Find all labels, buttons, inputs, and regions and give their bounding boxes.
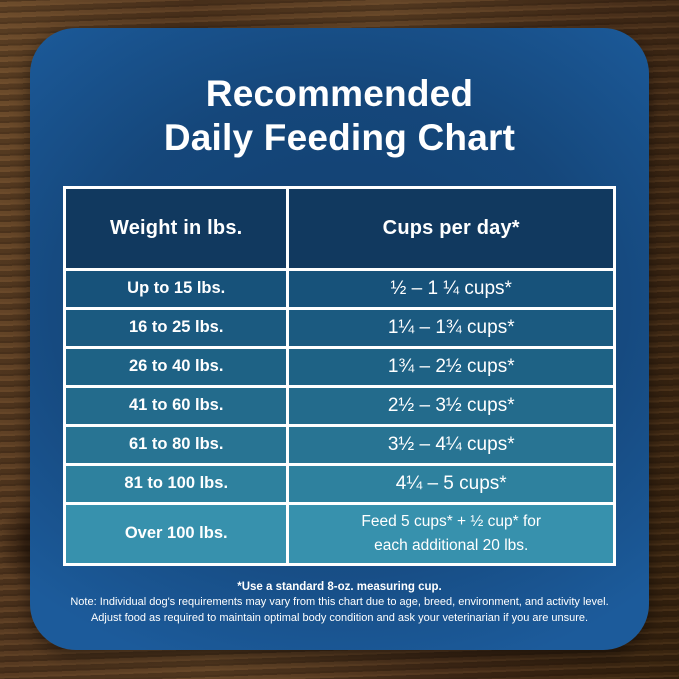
measuring-cup-note: *Use a standard 8-oz. measuring cup. <box>237 580 442 593</box>
weight-cell: Up to 15 lbs. <box>66 270 287 307</box>
title-line-1: Recommended <box>205 73 474 114</box>
weight-cell: Over 100 lbs. <box>66 504 287 563</box>
disclaimer-line-2: Adjust food as required to maintain opti… <box>90 611 589 624</box>
weight-cell: 16 to 25 lbs. <box>66 309 287 346</box>
cups-cell: 4¼ – 5 cups* <box>289 465 613 502</box>
cups-cell: ½ – 1 ¼ cups* <box>289 270 613 307</box>
feeding-table: Weight in lbs. Cups per day* Up to 15 lb… <box>63 185 616 566</box>
weight-cell: 61 to 80 lbs. <box>66 426 287 463</box>
footnotes: *Use a standard 8-oz. measuring cup. Not… <box>56 579 623 627</box>
page-title: Recommended Daily Feeding Chart <box>30 72 649 161</box>
weight-cell: 41 to 60 lbs. <box>66 387 287 424</box>
weight-cell: 81 to 100 lbs. <box>66 465 287 502</box>
weight-cell: 26 to 40 lbs. <box>66 348 287 385</box>
cups-cell: 1¾ – 2½ cups* <box>289 348 613 385</box>
cups-cell: Feed 5 cups* + ½ cup* for each additiona… <box>289 504 613 563</box>
cups-cell: 1¼ – 1¾ cups* <box>289 309 613 346</box>
cups-line-1: Feed 5 cups* + ½ cup* for <box>361 512 542 530</box>
cups-line-2: each additional 20 lbs. <box>374 536 529 554</box>
disclaimer-line-1: Note: Individual dog's requirements may … <box>70 595 609 608</box>
col-header-weight: Weight in lbs. <box>66 188 287 268</box>
cups-cell: 3½ – 4¼ cups* <box>289 426 613 463</box>
feeding-chart-card: Recommended Daily Feeding Chart Weight i… <box>30 28 649 650</box>
col-header-cups: Cups per day* <box>289 188 613 268</box>
cups-cell: 2½ – 3½ cups* <box>289 387 613 424</box>
title-line-2: Daily Feeding Chart <box>163 117 516 159</box>
